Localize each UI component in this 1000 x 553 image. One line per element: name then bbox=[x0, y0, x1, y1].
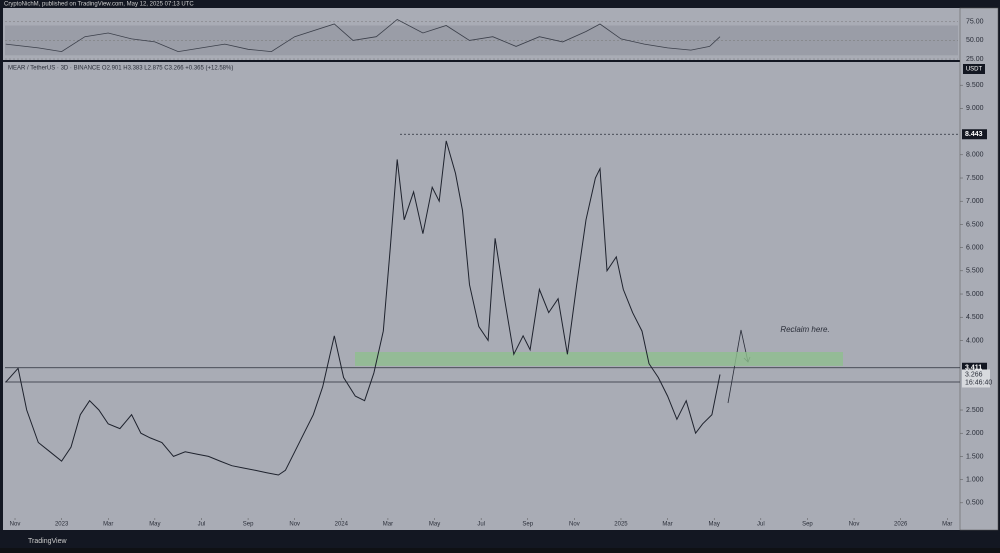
x-tick-label: Sep bbox=[802, 522, 813, 528]
y-tick-label: 1.500 bbox=[966, 453, 984, 460]
y-tick-label: 0.500 bbox=[966, 500, 984, 507]
y-tick-label: 2.500 bbox=[966, 407, 984, 414]
x-tick-label: Jul bbox=[477, 522, 485, 528]
x-tick-label: Jul bbox=[757, 522, 765, 528]
price-axis bbox=[959, 7, 999, 531]
rsi-tick-label: 25.00 bbox=[966, 56, 984, 63]
x-tick-label: 2026 bbox=[894, 522, 908, 528]
x-tick-label: Mar bbox=[103, 522, 113, 528]
y-tick-label: 9.500 bbox=[966, 82, 984, 89]
x-tick-label: May bbox=[709, 522, 720, 528]
y-tick-label: 7.500 bbox=[966, 175, 984, 182]
x-tick-label: Nov bbox=[569, 522, 580, 528]
y-tick-label: 7.000 bbox=[966, 198, 984, 205]
level-box bbox=[962, 129, 987, 140]
countdown: 16:46:40 bbox=[965, 379, 992, 386]
x-tick-label: Mar bbox=[383, 522, 393, 528]
arrow bbox=[727, 329, 749, 404]
currency-box bbox=[963, 64, 985, 74]
rsi-tick-label: 50.00 bbox=[966, 37, 984, 44]
x-tick-label: 2024 bbox=[335, 522, 349, 528]
header: CryptoNichM, published on TradingView.co… bbox=[4, 2, 194, 8]
y-tick-label: 6.000 bbox=[966, 244, 984, 251]
level-box bbox=[962, 362, 987, 373]
support-zone bbox=[355, 352, 843, 366]
y-tick-label: 8.000 bbox=[966, 152, 984, 159]
x-tick-label: 2025 bbox=[614, 522, 628, 528]
level-label: 8.443 bbox=[965, 131, 983, 138]
rsi-line bbox=[5, 19, 721, 53]
x-tick-label: Mar bbox=[942, 522, 952, 528]
x-tick-label: May bbox=[429, 522, 440, 528]
y-tick-label: 9.000 bbox=[966, 105, 984, 112]
x-tick-label: Nov bbox=[289, 522, 300, 528]
x-tick-label: Nov bbox=[849, 522, 860, 528]
y-tick-label: 6.500 bbox=[966, 221, 984, 228]
x-tick-label: Jul bbox=[198, 522, 206, 528]
rsi-tick-label: 75.00 bbox=[966, 19, 984, 26]
level-label: 3.411 bbox=[965, 365, 982, 372]
price-line bbox=[5, 140, 721, 476]
y-tick-label: 5.000 bbox=[966, 291, 984, 298]
price-pane bbox=[3, 62, 960, 530]
last-price-label: 3.266 bbox=[965, 371, 983, 378]
x-tick-label: Mar bbox=[662, 522, 672, 528]
y-tick-label: 2.000 bbox=[966, 430, 984, 437]
symbol-line: MEAR / TetherUS · 3D · BINANCE O2.901 H3… bbox=[8, 66, 233, 72]
y-tick-label: 5.500 bbox=[966, 268, 984, 275]
footer: TradingView bbox=[28, 538, 67, 545]
y-tick-label: 4.500 bbox=[966, 314, 984, 321]
x-tick-label: Nov bbox=[10, 522, 21, 528]
last-price-box bbox=[962, 369, 990, 388]
x-tick-label: 2023 bbox=[55, 522, 69, 528]
y-tick-label: 1.000 bbox=[966, 476, 984, 483]
annotation: Reclaim here. bbox=[780, 325, 829, 334]
y-tick-label: 4.000 bbox=[966, 337, 984, 344]
x-tick-label: May bbox=[149, 522, 160, 528]
currency: USDT bbox=[966, 67, 983, 73]
x-tick-label: Sep bbox=[243, 522, 254, 528]
x-tick-label: Sep bbox=[522, 522, 533, 528]
